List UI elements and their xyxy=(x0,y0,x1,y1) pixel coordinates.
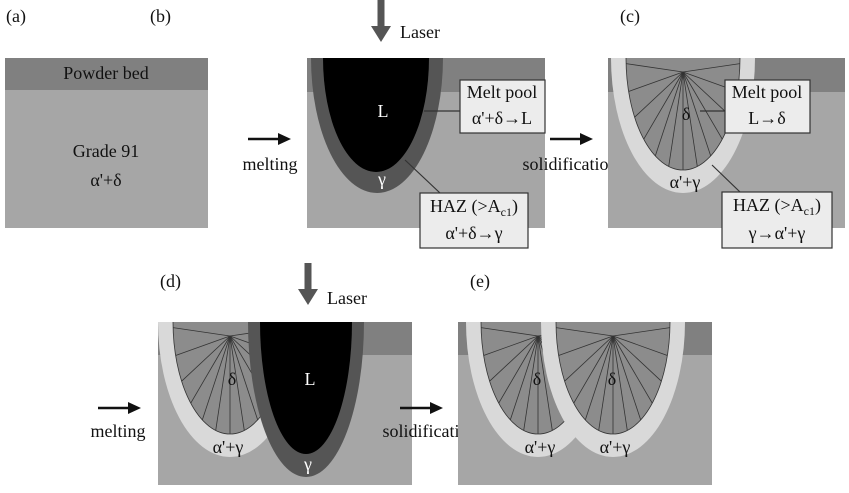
callout-text: α'+δ→L xyxy=(472,108,532,128)
callout-title: Melt pool xyxy=(467,82,538,102)
pool-label: δ xyxy=(682,104,690,124)
haz-label: α'+γ xyxy=(525,437,556,457)
panel-label: (d) xyxy=(160,271,181,292)
laser-head xyxy=(298,289,318,305)
haz-label: γ xyxy=(377,169,386,189)
callout-text: γ→α'+γ xyxy=(748,223,806,243)
haz-label: α'+γ xyxy=(213,437,244,457)
pool-label: δ xyxy=(608,369,616,389)
melt-pool xyxy=(260,190,352,454)
pool-label: δ xyxy=(228,369,236,389)
pool-label: δ xyxy=(533,369,541,389)
laser-label: Laser xyxy=(327,288,367,308)
pool-label: L xyxy=(305,369,316,389)
panel-label: (b) xyxy=(150,6,171,27)
material-label: Grade 91 xyxy=(73,141,139,161)
pool-label: L xyxy=(378,101,389,121)
panel-label: (e) xyxy=(470,271,490,292)
arrow-head xyxy=(128,402,141,414)
step-label: melting xyxy=(243,154,298,174)
haz-label: α'+γ xyxy=(670,172,701,192)
arrow-head xyxy=(580,133,593,145)
callout-text: L→δ xyxy=(748,108,785,128)
callout-text: α'+δ→γ xyxy=(445,223,502,243)
haz-label: α'+γ xyxy=(600,437,631,457)
callout-title: Melt pool xyxy=(732,82,803,102)
haz-label: γ xyxy=(303,454,312,474)
panel-label: (a) xyxy=(6,6,26,27)
laser-head xyxy=(371,26,391,42)
layer-label: Powder bed xyxy=(63,63,148,83)
step-label: solidification xyxy=(523,154,618,174)
panel-label: (c) xyxy=(620,6,640,27)
phase-label: α'+δ xyxy=(90,170,121,190)
figure: (a) Powder bed Grade 91 α'+δ melting (b)… xyxy=(0,0,849,493)
step-label: melting xyxy=(91,421,146,441)
arrow-head xyxy=(278,133,291,145)
arrow-head xyxy=(430,402,443,414)
laser-label: Laser xyxy=(400,22,440,42)
